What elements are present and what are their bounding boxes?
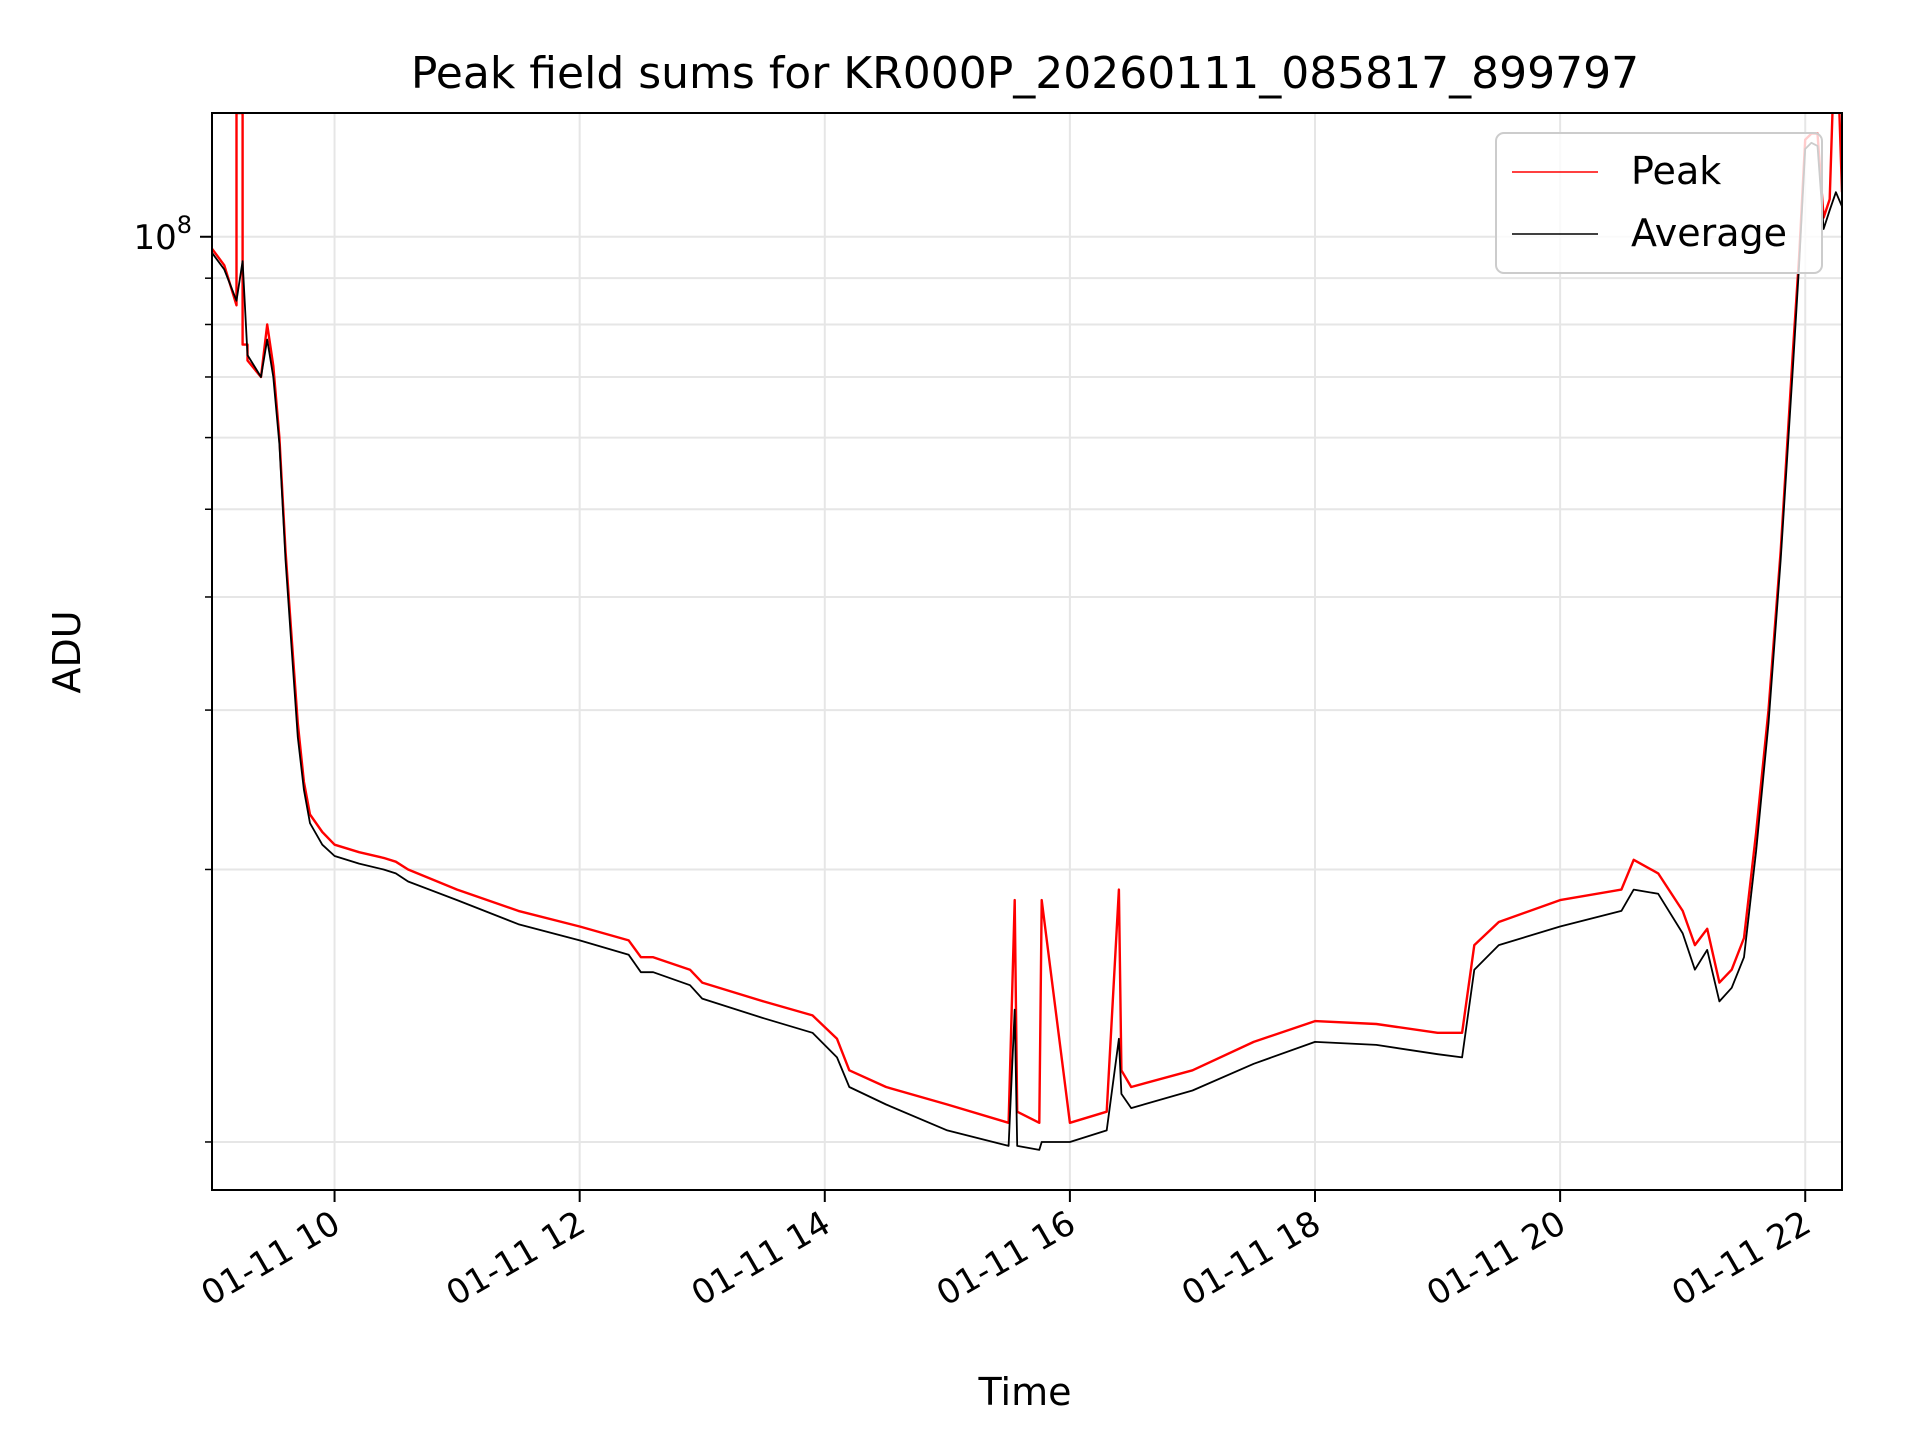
- legend-label-average: Average: [1631, 211, 1787, 255]
- y-axis-ticks: 108: [133, 211, 212, 1143]
- legend-box: [1495, 132, 1823, 274]
- series-line-average: [212, 141, 1842, 1151]
- y-tick-label-1e8: 108: [133, 211, 192, 258]
- x-axis-label: Time: [978, 1370, 1072, 1414]
- legend: Peak Average: [1495, 132, 1823, 274]
- chart-title: Peak field sums for KR000P_20260111_0858…: [411, 48, 1639, 99]
- grid-layer: [212, 113, 1842, 1190]
- plot-frame: [211, 112, 1843, 1191]
- y-axis-label: ADU: [45, 610, 89, 693]
- series-layer: [212, 113, 1842, 1151]
- legend-label-peak: Peak: [1631, 149, 1721, 193]
